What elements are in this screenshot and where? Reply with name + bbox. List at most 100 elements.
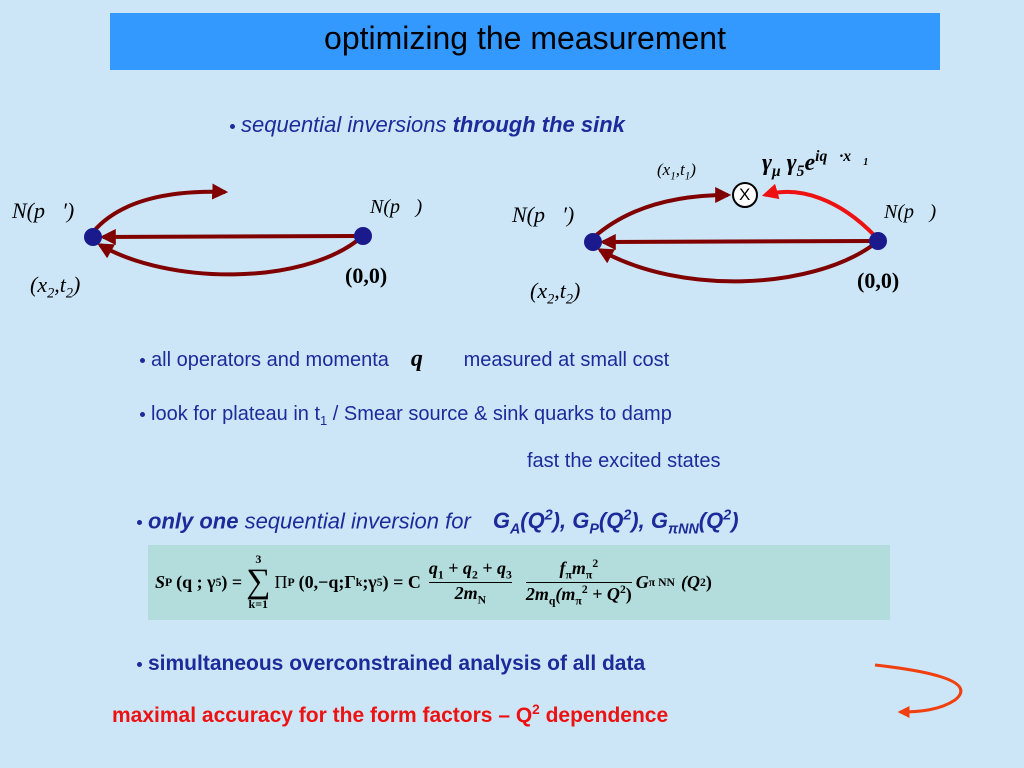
t: γ: [762, 150, 772, 176]
insertion-mark: X: [739, 185, 751, 204]
nodes: [84, 227, 887, 251]
t: 5: [215, 575, 222, 589]
t: ) =: [221, 571, 243, 592]
t: ), G: [631, 508, 668, 534]
t: πNN: [667, 521, 699, 538]
t: m: [571, 557, 586, 578]
bullet: [137, 520, 142, 526]
t: + q: [477, 557, 507, 578]
node-label: N(p⃗′): [512, 202, 575, 227]
node-label: N(p⃗′): [12, 198, 75, 223]
t: μ: [771, 162, 781, 180]
t: 5: [796, 162, 805, 180]
denominator: 2mq(mπ2 + Q2): [526, 583, 632, 608]
right-diagram-arrows: [591, 183, 877, 284]
t: ;γ: [362, 571, 377, 592]
t: sequential inversion for: [238, 508, 471, 534]
conclusion: maximal accuracy for the form factors – …: [112, 702, 668, 728]
t: ): [705, 571, 712, 592]
t: 2: [544, 508, 553, 524]
t: P: [287, 575, 295, 589]
t: ) = C: [382, 571, 421, 592]
t: 1: [670, 170, 676, 183]
t: 2: [532, 702, 540, 717]
t: + Q: [587, 583, 620, 604]
t: 2: [619, 582, 626, 596]
t: (m: [555, 583, 576, 604]
bullet: [137, 661, 142, 667]
t: Π: [274, 571, 288, 592]
t: measured at small cost: [463, 349, 670, 371]
t: 2: [592, 556, 599, 570]
node-label: N(p⃗): [884, 201, 937, 223]
t: maximal accuracy for the form factors – …: [112, 704, 533, 727]
t: all operators and momenta: [151, 349, 389, 371]
t: 2: [700, 575, 706, 589]
t: / Smear source & sink quarks to damp: [327, 403, 672, 425]
plateau-continued: fast the excited states: [527, 450, 721, 472]
bullet: [230, 123, 235, 129]
curved-arrow: [874, 663, 963, 718]
fraction: q1 + q2 + q3 2mN: [428, 557, 512, 607]
formula: S P (q ; γ 5) = 3 ∑ k=1 Π P (0,−q;Γ k ;γ 5) = C q1…: [155, 550, 712, 614]
t: A: [509, 521, 521, 538]
position-label: (0,0): [857, 268, 900, 293]
t: q: [548, 594, 556, 608]
left-diagram-arrows: [91, 183, 360, 277]
insertion-position: (x1,t1): [657, 160, 696, 182]
t: k=1: [248, 597, 269, 611]
t: γ: [780, 150, 797, 176]
t: ): [625, 583, 632, 604]
t: 2: [581, 582, 588, 596]
t: iq⃗·x⃗: [815, 148, 864, 165]
title-bar: [110, 13, 940, 70]
t: dependence: [539, 704, 669, 727]
intro-bullet: sequential inversions through the sink: [230, 112, 625, 138]
form-factors: GA(Q2), GP(Q2), GπNN(Q2): [493, 508, 739, 538]
t: k: [355, 575, 363, 589]
numerator: q1 + q2 + q3: [428, 557, 512, 583]
denominator: 2mN: [429, 583, 512, 607]
t: π: [565, 568, 572, 582]
t: 2: [471, 568, 478, 582]
t: (x: [530, 278, 548, 303]
t: 5: [376, 575, 383, 589]
t: f: [559, 557, 566, 578]
t: q: [428, 557, 438, 578]
t: (Q: [681, 571, 700, 592]
t: e: [804, 150, 816, 176]
t: 2: [623, 508, 632, 524]
t: 3: [255, 552, 262, 566]
t: only one: [148, 508, 239, 534]
t: (x: [657, 160, 671, 179]
sum: 3 ∑ k=1: [246, 552, 270, 612]
t: 3: [506, 568, 512, 582]
t: look for plateau in t: [151, 403, 320, 425]
t: (Q: [598, 508, 624, 534]
t: 1: [863, 157, 869, 169]
t: (Q: [520, 508, 545, 534]
t: 1: [320, 413, 328, 428]
t: ,t: [54, 272, 66, 297]
intro-text: sequential inversions: [241, 112, 453, 137]
position-label: (0,0): [345, 263, 388, 288]
t: iq⃗·x⃗1: [815, 148, 869, 169]
title: optimizing the measurement: [324, 20, 726, 56]
numerator: fπmπ2: [525, 556, 632, 583]
t: ): [573, 278, 581, 303]
t: ∑: [246, 563, 271, 600]
t: ,t: [554, 278, 566, 303]
t: N: [477, 593, 487, 607]
t: π: [585, 568, 593, 582]
t: simultaneous overconstrained analysis of…: [148, 652, 646, 675]
t: ), G: [552, 508, 590, 534]
t: G: [635, 571, 649, 592]
t: ,t: [675, 160, 685, 179]
t: (0,−q;Γ: [298, 571, 356, 592]
t: 2: [565, 291, 574, 308]
t: q⃗: [410, 346, 442, 372]
t: 1: [437, 568, 444, 582]
t: 2: [723, 508, 732, 524]
